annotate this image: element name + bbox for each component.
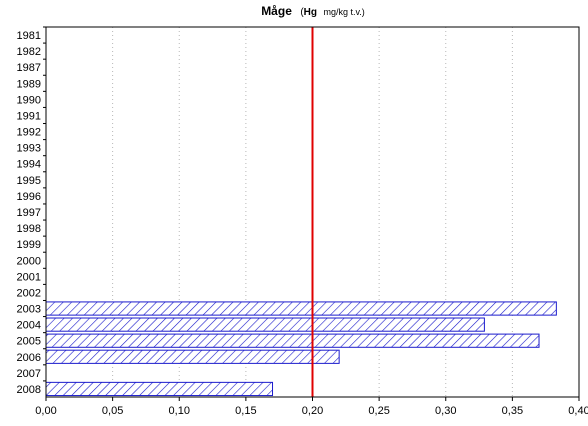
y-tick-label: 1993: [17, 143, 41, 155]
y-tick-label: 2000: [17, 255, 41, 267]
x-tick-label: 0,10: [169, 405, 190, 417]
x-tick-label: 0,05: [102, 405, 123, 417]
y-tick-label: 1992: [17, 127, 41, 139]
y-tick-label: 1981: [17, 30, 41, 42]
chart-title-open-paren: (: [300, 7, 304, 18]
y-tick-label: 2004: [17, 320, 41, 332]
x-tick-label: 0,40: [568, 405, 588, 417]
y-tick-label: 1994: [17, 159, 41, 171]
bars: [45, 301, 557, 397]
x-tick-label: 0,35: [502, 405, 523, 417]
y-tick-label: 2001: [17, 271, 41, 283]
x-tick-label: 0,15: [235, 405, 256, 417]
y-tick-label: 1996: [17, 191, 41, 203]
y-tick-label: 1987: [17, 62, 41, 74]
bar: [45, 333, 540, 348]
bar: [45, 301, 557, 316]
y-tick-label: 1989: [17, 78, 41, 90]
y-tick-label: 1995: [17, 175, 41, 187]
x-tick-label: 0,25: [368, 405, 389, 417]
y-tick-labels: 1981 1982 1987 1989 1990 1991 1992 1993 1994 1995…: [17, 26, 46, 396]
x-tick-label: 0,00: [35, 405, 56, 417]
y-tick-label: 2006: [17, 352, 41, 364]
bar: [45, 349, 340, 364]
y-tick-label: 2005: [17, 336, 41, 348]
y-tick-label: 1982: [17, 46, 41, 58]
x-tick-label: 0,30: [435, 405, 456, 417]
x-tick-labels: 0,00 0,05 0,10 0,15 0,20 0,25 0,30 0,35 0,40: [35, 397, 588, 417]
y-tick-label: 1991: [17, 110, 41, 122]
chart-title-main: Måge: [261, 4, 292, 18]
y-tick-label: 1999: [17, 239, 41, 251]
y-tick-label: 2008: [17, 384, 41, 396]
y-tick-label: 1998: [17, 223, 41, 235]
y-tick-label: 1990: [17, 94, 41, 106]
bar: [45, 381, 274, 397]
chart-title-element: Hg: [304, 7, 317, 18]
x-tick-label: 0,20: [302, 405, 323, 417]
y-tick-label: 1997: [17, 207, 41, 219]
chart-title-unit: mg/kg t.v.): [323, 7, 364, 17]
y-tick-label: 2007: [17, 368, 41, 380]
chart-title: Måge (Hg mg/kg t.v.): [261, 2, 365, 19]
y-tick-label: 2002: [17, 287, 41, 299]
bar: [45, 317, 485, 332]
y-tick-label: 2003: [17, 304, 41, 316]
